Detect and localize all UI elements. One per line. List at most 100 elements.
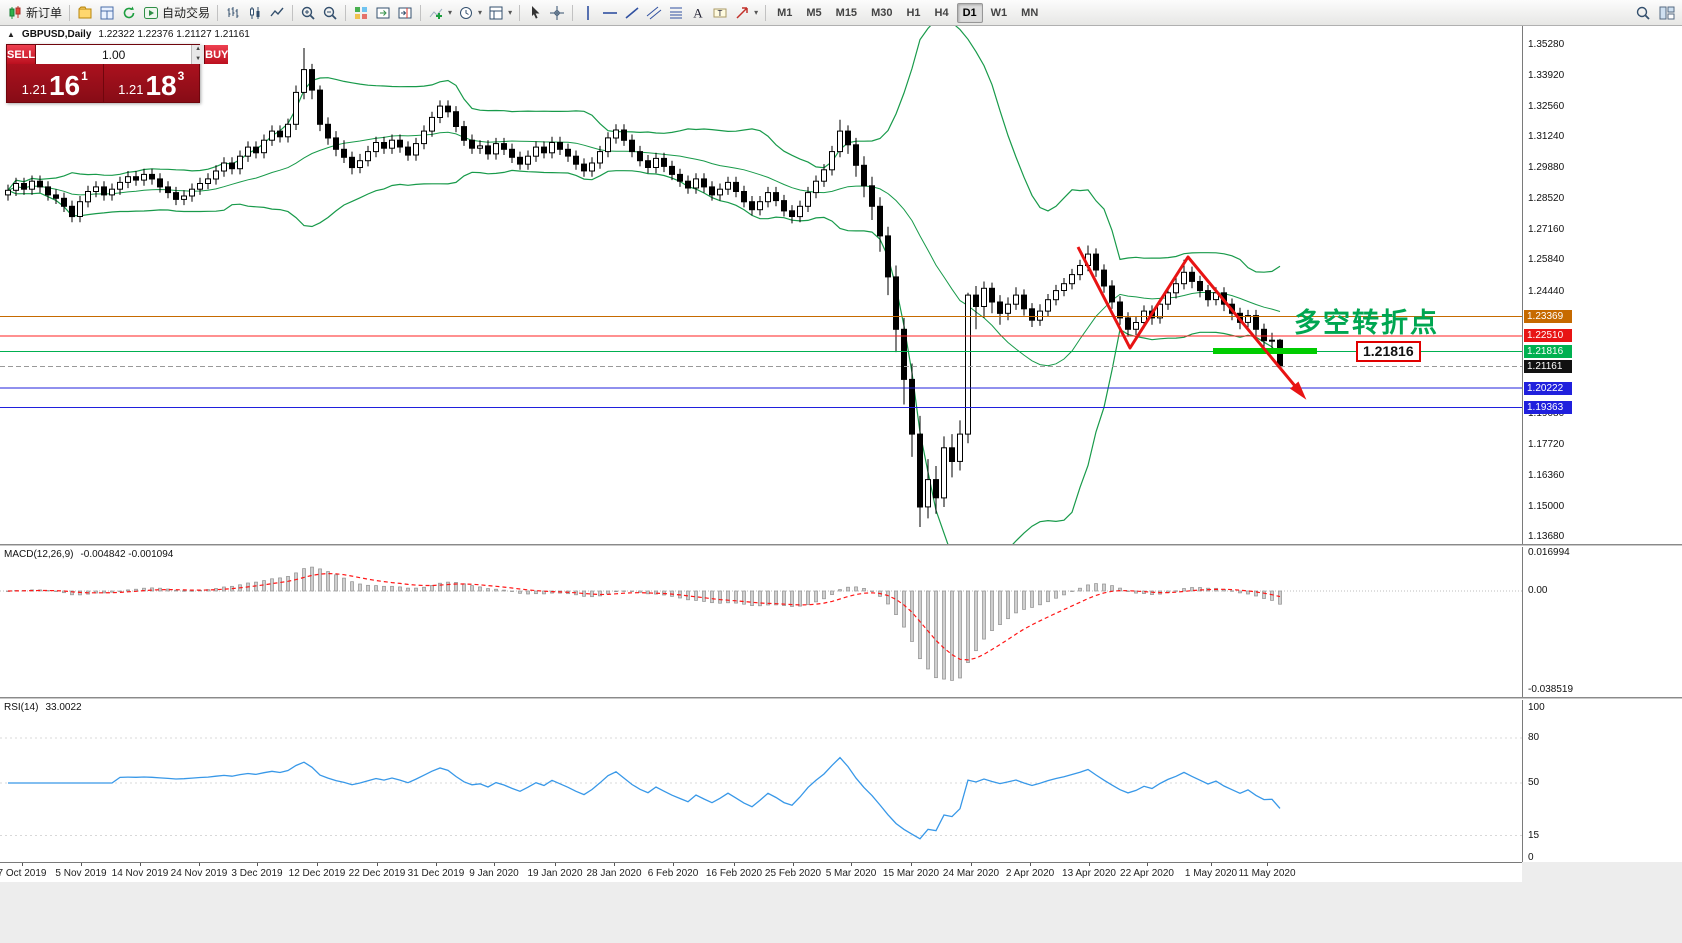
search-button[interactable]: [1632, 2, 1654, 24]
time-axis[interactable]: 7 Oct 2019 5 Nov 2019 14 Nov 2019 24 Nov 20…: [0, 862, 1522, 882]
arrows-button[interactable]: ▾: [731, 2, 761, 24]
search-icon: [1636, 6, 1650, 20]
volume-spinner: ▲ ▼: [191, 45, 205, 64]
text-label-button[interactable]: T: [709, 2, 731, 24]
svg-text:T: T: [718, 8, 723, 17]
cursor-button[interactable]: [524, 2, 546, 24]
buy-price-point: 3: [177, 69, 185, 83]
new-order-button-label: 新订单: [26, 6, 63, 20]
buy-price-display[interactable]: 1.21 18 3: [104, 64, 200, 102]
time-axis-tick: [140, 863, 141, 866]
text-button[interactable]: A: [687, 2, 709, 24]
rsi-axis-label: 0: [1528, 852, 1534, 863]
cursor-icon: [532, 5, 540, 19]
indicators-button[interactable]: ▾: [425, 2, 455, 24]
timeframe-h1-button[interactable]: H1: [906, 6, 921, 19]
market-watch-button[interactable]: [96, 2, 118, 24]
line-chart-button[interactable]: [266, 2, 288, 24]
vertical-line-button[interactable]: [577, 2, 599, 24]
chart-collapse-icon[interactable]: ▲: [7, 30, 15, 39]
zoom-out-button[interactable]: [319, 2, 341, 24]
timeframe-m5-button[interactable]: M5: [806, 6, 822, 19]
timeframe-d1-button[interactable]: D1: [956, 2, 983, 23]
timeframe-m15-button[interactable]: M15: [835, 6, 858, 19]
toolbar-separator: [572, 4, 574, 21]
timeframe-m1-button[interactable]: M1: [777, 6, 793, 19]
timeframe-w1-button[interactable]: W1: [990, 6, 1008, 19]
rsi-axis-label: 80: [1528, 732, 1540, 743]
rsi-axis-label: 100: [1528, 702, 1545, 713]
dropdown-caret-icon: ▾: [478, 8, 483, 17]
price-axis-label: 1.35280: [1528, 39, 1565, 50]
time-axis-tick: [1089, 863, 1090, 866]
trendline-button[interactable]: [621, 2, 643, 24]
templates-button[interactable]: ▾: [485, 2, 515, 24]
periods-button[interactable]: ▾: [455, 2, 485, 24]
date-label: 24 Mar 2020: [942, 868, 1000, 879]
volume-decrease-button[interactable]: ▼: [192, 54, 205, 64]
chart-shift-button[interactable]: [394, 2, 416, 24]
toolbar-separator: [345, 4, 347, 21]
volume-increase-button[interactable]: ▲: [192, 45, 205, 55]
candlestick-chart-button[interactable]: [244, 2, 266, 24]
channel-icon: [646, 6, 662, 19]
date-label: 3 Dec 2019: [231, 868, 283, 879]
refresh-button[interactable]: [118, 2, 140, 24]
time-axis-tick: [1211, 863, 1212, 866]
buy-button[interactable]: BUY: [205, 45, 229, 64]
profile-button[interactable]: [74, 2, 96, 24]
price-chart-canvas[interactable]: [0, 26, 1522, 544]
price-axis-label: 1.24440: [1528, 285, 1565, 297]
zoom-in-button[interactable]: [297, 2, 319, 24]
trade-panel-divider: [102, 64, 104, 102]
volume-input[interactable]: [36, 45, 192, 64]
auto-scroll-button[interactable]: [372, 2, 394, 24]
timeframe-m30-button[interactable]: M30: [871, 6, 893, 19]
macd-axis-label: -0.038519: [1528, 684, 1574, 696]
sell-price-display[interactable]: 1.21 16 1: [7, 64, 103, 102]
price-axis-label: 1.31240: [1528, 131, 1565, 143]
timeframe-h4-button[interactable]: H4: [934, 6, 949, 19]
panel-splitter-macd[interactable]: [0, 544, 1682, 547]
date-label: 28 Jan 2020: [586, 868, 642, 879]
crosshair-button[interactable]: [546, 2, 568, 24]
price-axis[interactable]: 1.35280 1.33920 1.32560 1.31240 1.29880 1.285…: [1522, 26, 1682, 863]
dropdown-caret-icon: ▾: [508, 8, 513, 17]
vline-icon: [587, 5, 589, 20]
channel-button[interactable]: [643, 2, 665, 24]
layout-icon: [1659, 6, 1675, 19]
horizontal-line-button[interactable]: [599, 2, 621, 24]
bar-chart-button[interactable]: [222, 2, 244, 24]
time-axis-tick: [199, 863, 200, 866]
crosshair-icon: [550, 5, 565, 20]
date-label: 24 Nov 2019: [170, 868, 228, 879]
date-label: 22 Dec 2019: [348, 868, 406, 879]
dropdown-caret-icon: ▾: [448, 8, 453, 17]
sell-button[interactable]: SELL: [7, 45, 36, 64]
new-order-button[interactable]: 新订单: [4, 2, 65, 24]
rsi-name: RSI(14): [4, 702, 39, 713]
panel-splitter-rsi[interactable]: [0, 697, 1682, 700]
timeframe-mn-button[interactable]: MN: [1021, 6, 1039, 19]
auto-trading-icon: [144, 6, 159, 19]
rsi-indicator-canvas[interactable]: [0, 700, 1522, 862]
price-axis-label: 1.16360: [1528, 469, 1565, 481]
auto-trading-button[interactable]: 自动交易: [140, 2, 213, 24]
time-axis-tick: [793, 863, 794, 866]
buy-price-main: 1.21: [118, 82, 144, 97]
hline-icon: [603, 11, 618, 14]
rsi-indicator-label: RSI(14) 33.0022: [4, 702, 82, 713]
macd-axis-label: 0.00: [1528, 585, 1548, 596]
fibonacci-button[interactable]: [665, 2, 687, 24]
arrows-icon: [736, 6, 748, 19]
date-label: 1 May 2020: [1184, 868, 1238, 879]
market-watch-icon: [100, 6, 114, 19]
date-label: 12 Dec 2019: [288, 868, 346, 879]
macd-indicator-canvas[interactable]: [0, 547, 1522, 697]
toolbar-separator: [292, 4, 294, 21]
main-toolbar: 新订单 自动交易 ▾ ▾ ▾ A T ▾ M1 M5 M15 M30 H1 H4 D1 W1 MN: [0, 0, 1682, 26]
time-axis-tick: [81, 863, 82, 866]
line-chart-icon: [270, 7, 284, 16]
tile-windows-button[interactable]: [350, 2, 372, 24]
layout-button[interactable]: [1656, 2, 1678, 24]
